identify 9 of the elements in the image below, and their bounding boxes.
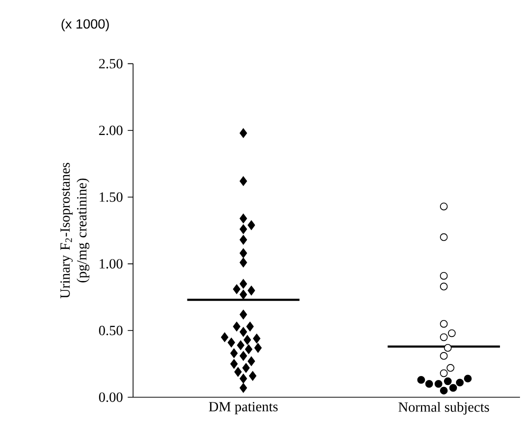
y-tick-label: 1.50: [100, 192, 122, 202]
y-tick-label: 0.50: [99, 326, 122, 336]
y-tick-label: 1.00: [100, 258, 122, 268]
y-tick-label: 2.50: [99, 58, 122, 68]
x-tick-label: Normal subjects: [398, 402, 490, 415]
y-tick-label: 2.00: [99, 126, 122, 136]
text: (x 1000): [62, 18, 109, 32]
y-tick-label: 0.00: [99, 392, 122, 402]
x-tick-label: DM patients: [208, 402, 278, 414]
